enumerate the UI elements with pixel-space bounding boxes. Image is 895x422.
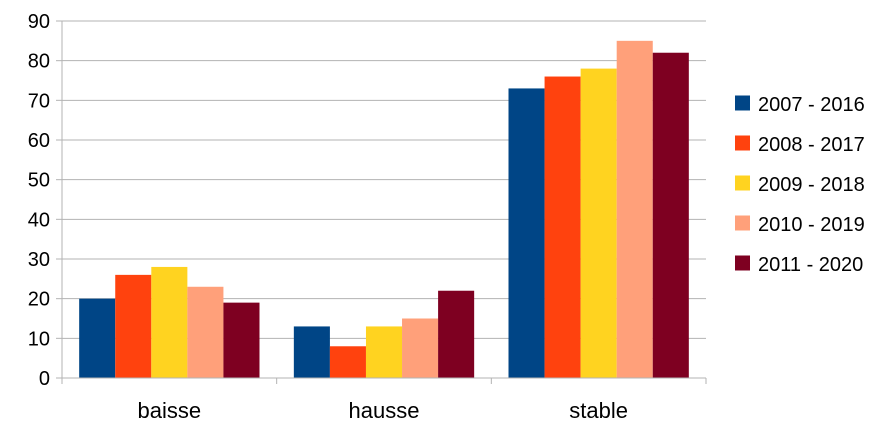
x-category-label: baisse [138,398,202,422]
bar [151,266,188,378]
bar [616,40,653,378]
bars [79,40,689,379]
bar [223,302,260,378]
x-category-label: hausse [349,398,420,422]
y-tick-label: 90 [28,11,50,33]
y-tick-labels: 0 10 20 30 40 50 60 70 80 90 [28,11,50,390]
bar [115,274,152,378]
legend-swatch [735,175,750,191]
y-tick-label: 0 [39,368,50,390]
bar [580,68,617,378]
legend-swatch [735,95,750,111]
legend-label: 2010 - 2019 [758,214,865,236]
bar [652,52,689,378]
legend: 2007 - 2016 2008 - 2017 2009 - 2018 2010 - … [735,94,865,276]
bar [293,326,330,378]
legend-swatch [735,215,750,231]
legend-swatch [735,135,750,151]
legend-label: 2011 - 2020 [758,254,863,276]
y-tick-label: 60 [28,130,50,152]
y-tick-label: 20 [28,289,50,311]
y-tick-label: 40 [28,209,50,231]
legend-label: 2009 - 2018 [758,174,865,196]
legend-label: 2007 - 2016 [758,94,865,116]
bar [79,298,116,378]
y-tick-label: 50 [28,170,50,192]
bar [329,346,366,378]
bar [438,290,475,378]
bar [544,76,581,379]
legend-label: 2008 - 2017 [758,134,865,156]
y-tick-label: 80 [28,51,50,73]
y-tick-label: 10 [28,328,50,350]
y-tick-label: 70 [28,90,50,112]
bar [508,88,545,378]
bar [187,286,224,378]
legend-swatch [735,255,750,271]
bar [365,326,403,378]
y-tick-label: 30 [28,249,50,271]
bar [402,318,439,378]
x-category-label: stable [569,398,628,422]
x-category-labels: baisse hausse stable [138,398,628,422]
axes [56,20,707,384]
